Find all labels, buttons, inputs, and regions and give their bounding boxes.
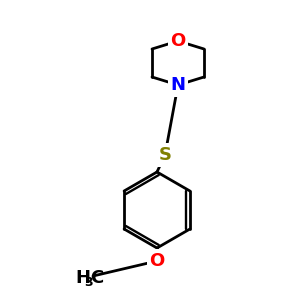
Text: S: S xyxy=(158,146,172,164)
Text: O: O xyxy=(149,252,165,270)
Text: O: O xyxy=(170,32,186,50)
Text: 3: 3 xyxy=(84,275,93,289)
Text: C: C xyxy=(90,269,103,287)
Text: H: H xyxy=(75,269,90,287)
Text: N: N xyxy=(170,76,185,94)
